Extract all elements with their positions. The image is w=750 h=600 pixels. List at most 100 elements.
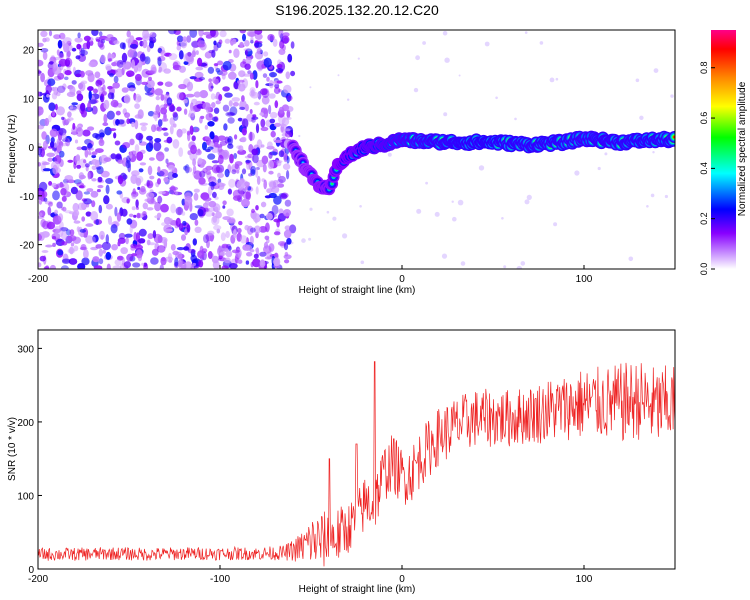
spectrogram-cell [273,139,283,143]
spectrogram-cell [254,42,263,48]
spectrogram-cell [98,248,104,257]
y-tick-label: 10 [23,94,35,105]
spectrogram-cell [107,92,114,100]
spectrogram-cell [105,178,114,184]
spectrogram-cell [268,170,274,175]
spectrogram-cell [247,225,254,235]
spectrogram-cell [49,264,56,269]
spectrogram-cell [283,37,289,44]
spectrogram-cell [160,203,169,213]
spectrogram-cell [62,37,72,44]
spectrogram-cell [95,79,103,87]
spectrogram-cell [238,220,243,226]
spectrogram-cell [146,192,155,199]
spectrogram-cell [215,100,221,105]
spectrogram-cell [62,132,67,141]
spectrogram-cell [195,66,204,71]
spectrogram-cell [228,178,236,188]
spectrogram-cell [228,263,238,269]
spectrogram-cell [70,186,78,195]
spectrogram-cell [107,85,113,90]
spectrogram-cell [252,258,261,268]
snr-ylabel: SNR (10 * v/v) [7,417,18,481]
spectrogram-cell [286,237,292,245]
y-tick-label: -10 [20,192,35,203]
spectrogram-cell [69,104,74,110]
spectrogram-cell [136,62,142,72]
spectrogram-cell [198,30,204,37]
spectrogram-cell [227,138,232,143]
spectrogram-cell [283,84,292,94]
spectrogram-cell [75,73,82,78]
spectrogram-cell [234,134,238,140]
spectrogram-cell [183,99,188,104]
spectrogram-cell [148,139,154,149]
spectrogram-cell [76,43,82,50]
spectrogram-cell [65,118,71,123]
spectrogram-cell [501,217,504,220]
spectrogram-cell [237,259,243,264]
spectrogram-cell [244,63,251,70]
x-tick-label: 100 [576,574,593,585]
spectrogram-cell [185,166,193,173]
spectrogram-cell [92,234,99,243]
spectrogram-cell [137,186,141,190]
spectrogram-cell [337,74,340,77]
spectrogram-cell [360,260,365,265]
spectrogram-cell [248,173,253,177]
spectrogram-frame [37,29,676,270]
spectrogram-cell [188,108,196,118]
spectrogram-cell [149,157,155,161]
spectrogram-cell [255,205,259,211]
spectrogram-cell [664,194,669,199]
snr-axes: -200 -100 0 100 0 100 200 300 [17,344,592,585]
spectrogram-cell [269,111,278,119]
spectrogram-cell [109,73,114,78]
spectrogram-cell [103,113,108,124]
spectrogram-cell [278,30,284,39]
spectrogram-cell [124,112,131,118]
spectrogram-cell [178,50,184,60]
spectrogram-cell [261,155,269,165]
spectrogram-cell [256,47,262,55]
spectrogram-cell [259,251,267,257]
spectrogram-cell [64,70,72,76]
spectrogram-cell [247,30,256,37]
spectrogram-cell [264,195,272,199]
spectrogram-cell [172,250,179,256]
spectrogram-cell [210,85,214,89]
spectrogram-cell [39,255,46,262]
spectrogram-cell [129,138,135,146]
spectrogram-cell [208,82,214,92]
spectrogram-cell [198,76,205,81]
spectrogram-cell [68,258,78,265]
spectrogram-cell [48,181,53,186]
spectrogram-cell [290,41,295,49]
spectrogram-cell [267,141,273,149]
spectrogram-cell [269,181,277,190]
spectrogram-cell [135,132,144,141]
spectrogram-cell [47,206,52,216]
spectrogram-cell [555,77,559,81]
spectrogram-cell [227,117,235,124]
spectrogram-cell [309,86,312,89]
spectrogram-cell [204,210,214,217]
spectrogram-cell [212,215,218,223]
spectrogram-cell [276,179,284,184]
spectrogram-cell [255,123,260,134]
spectrogram-cell [155,95,160,101]
spectrogram-cell [194,219,199,226]
spectrogram-cell [41,250,49,253]
spectrogram-cell [250,36,254,44]
spectrogram-cell [109,53,115,59]
spectrogram-cell [99,230,105,240]
spectrogram-cell [192,262,196,267]
spectrogram-cell [113,220,119,225]
spectrogram-cell [211,49,216,58]
spectrogram-cell [42,161,50,166]
spectrogram-cell [97,85,102,93]
spectrogram-cell [278,175,286,184]
spectrogram-cell [265,222,270,233]
spectrogram-cell [91,154,97,159]
spectrogram-cell [191,50,196,58]
